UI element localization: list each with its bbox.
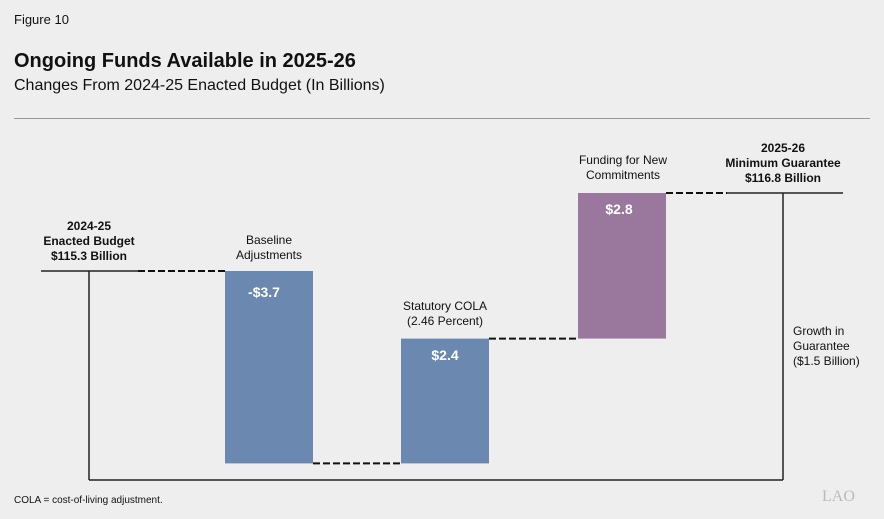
step-label-new-commitments: Funding for New Commitments bbox=[579, 153, 667, 183]
growth-label-line: Growth in bbox=[793, 324, 845, 338]
end-label: 2025-26 Minimum Guarantee $116.8 Billion bbox=[725, 141, 840, 186]
bar-step-2 bbox=[578, 193, 666, 339]
step-label-line: Baseline bbox=[245, 233, 293, 247]
step-label-line: Statutory COLA bbox=[402, 299, 488, 313]
footnote: COLA = cost-of-living adjustment. bbox=[14, 495, 163, 506]
step-label-cola: Statutory COLA (2.46 Percent) bbox=[403, 299, 487, 329]
end-label-line: 2025-26 bbox=[760, 141, 806, 155]
step-label-line: (2.46 Percent) bbox=[406, 314, 484, 328]
start-label-line: 2024-25 bbox=[66, 219, 112, 233]
lao-logo: LAO bbox=[822, 488, 855, 505]
end-label-line: Minimum Guarantee bbox=[725, 156, 841, 170]
step-label-baseline: Baseline Adjustments bbox=[236, 233, 302, 263]
value-label-new-commitments: $2.8 bbox=[605, 201, 633, 217]
start-label: 2024-25 Enacted Budget $115.3 Billion bbox=[43, 219, 134, 264]
chart-title: Ongoing Funds Available in 2025-26 bbox=[14, 50, 356, 72]
title-divider bbox=[14, 118, 870, 119]
step-label-line: Adjustments bbox=[235, 248, 303, 262]
bar-step-0 bbox=[225, 271, 313, 464]
growth-label: Growth in Guarantee ($1.5 Billion) bbox=[793, 324, 860, 369]
start-label-line: $115.3 Billion bbox=[50, 249, 128, 263]
step-label-line: Commitments bbox=[585, 168, 661, 182]
bar-step-1 bbox=[401, 338, 489, 464]
figure-label: Figure 10 bbox=[14, 12, 69, 27]
growth-label-line: ($1.5 Billion) bbox=[793, 354, 860, 368]
step-label-line: Funding for New bbox=[578, 153, 668, 167]
value-label-baseline: -$3.7 bbox=[248, 284, 280, 300]
chart-subtitle: Changes From 2024-25 Enacted Budget (In … bbox=[14, 77, 385, 94]
growth-label-line: Guarantee bbox=[793, 339, 850, 353]
value-label-cola: $2.4 bbox=[431, 347, 459, 363]
start-label-line: Enacted Budget bbox=[43, 234, 135, 248]
end-label-line: $116.8 Billion bbox=[744, 171, 822, 185]
